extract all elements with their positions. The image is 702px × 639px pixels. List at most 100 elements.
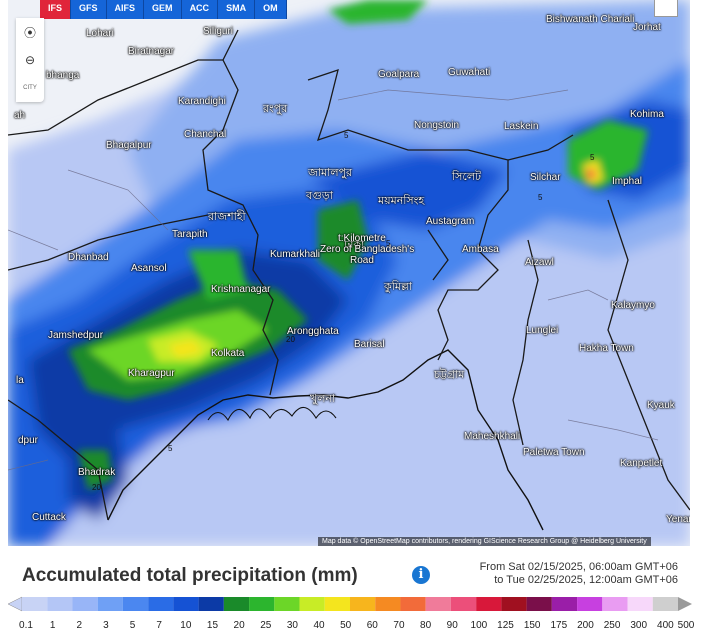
scale-label: 20 bbox=[233, 620, 245, 631]
scale-label: 1 bbox=[49, 620, 56, 631]
city-label: Bishwanath Chariali bbox=[546, 14, 635, 25]
scale-label: 500 bbox=[677, 620, 695, 631]
scale-label: 200 bbox=[577, 620, 594, 631]
scale-label: 90 bbox=[446, 620, 458, 631]
color-scale bbox=[8, 596, 692, 612]
native-city-label: রাজশাহী bbox=[208, 211, 246, 223]
scale-label: 25 bbox=[260, 620, 272, 631]
scale-bin bbox=[198, 597, 224, 611]
city-label: la bbox=[16, 375, 24, 386]
scale-bin bbox=[450, 597, 477, 611]
city-label: Maheshkhali bbox=[464, 431, 521, 442]
native-city-label: ঢাকা bbox=[344, 239, 365, 251]
city-label: Guwahati bbox=[448, 67, 491, 78]
native-city-label: খুলনা bbox=[310, 393, 336, 405]
fullscreen-icon[interactable] bbox=[654, 0, 678, 17]
scale-label: 7 bbox=[156, 620, 162, 631]
city-label: Karandighi bbox=[178, 96, 226, 107]
native-city-label: বগুড়া bbox=[306, 190, 333, 202]
city-label: Lunglei bbox=[526, 325, 559, 336]
city-label: Chanchal bbox=[184, 129, 227, 140]
scale-bin bbox=[72, 597, 98, 611]
scale-bin bbox=[350, 597, 376, 611]
map-pin-icon[interactable]: ⦿ bbox=[23, 25, 36, 40]
scale-bin bbox=[22, 597, 48, 611]
city-label: Kohima bbox=[630, 109, 664, 120]
city-label: Dhanbad bbox=[68, 252, 109, 263]
scale-bin bbox=[652, 597, 678, 611]
city-toggle-button[interactable]: CITY bbox=[16, 74, 44, 102]
city-label: Ambasa bbox=[462, 244, 499, 255]
city-label: Nongstoin bbox=[414, 120, 460, 131]
city-label: Kalaymyo bbox=[611, 300, 655, 311]
city-label: Arongghata bbox=[287, 326, 339, 337]
scale-bin bbox=[173, 597, 199, 611]
city-label: Krishnanagar bbox=[211, 284, 271, 295]
city-label: Kyauk bbox=[647, 400, 675, 411]
scale-label: 250 bbox=[603, 620, 621, 631]
tab-aifs[interactable]: AIFS bbox=[106, 0, 145, 19]
tab-om[interactable]: OM bbox=[255, 0, 287, 19]
info-icon[interactable]: i bbox=[412, 566, 430, 584]
native-city-label: কুমিল্লা bbox=[384, 281, 412, 293]
scale-label: 2 bbox=[76, 620, 83, 631]
contour-label: 5 bbox=[590, 153, 595, 162]
city-label: Kumarkhali bbox=[270, 249, 321, 260]
map-attribution: Map data © OpenStreetMap contributors, r… bbox=[318, 537, 651, 546]
city-label: Tarapith bbox=[172, 229, 208, 240]
city-label: Paletwa Town bbox=[523, 447, 585, 458]
scale-bin bbox=[299, 597, 325, 611]
scale-label: 15 bbox=[206, 620, 219, 631]
contour-label: 5 bbox=[538, 193, 543, 202]
scale-label: 50 bbox=[340, 620, 352, 631]
map-tools: ⦿ ⊖ CITY bbox=[16, 18, 44, 102]
city-label: Asansol bbox=[131, 263, 167, 274]
city-label: Kanpetlet bbox=[620, 458, 663, 469]
scale-label: 10 bbox=[180, 620, 192, 631]
scale-bin bbox=[148, 597, 174, 611]
tab-sma[interactable]: SMA bbox=[218, 0, 256, 19]
scale-label: 100 bbox=[470, 620, 488, 631]
tab-gem[interactable]: GEM bbox=[144, 0, 182, 19]
scale-label: 60 bbox=[366, 620, 378, 631]
city-label: Biratnagar bbox=[128, 46, 175, 57]
city-label: Aizawl bbox=[525, 257, 554, 268]
native-city-label: জামালপুর bbox=[308, 167, 353, 179]
city-label: Cuttack bbox=[32, 512, 66, 523]
zoom-out-icon[interactable]: ⊖ bbox=[24, 53, 36, 67]
city-label: Imphal bbox=[612, 176, 643, 187]
scale-bin bbox=[324, 597, 350, 611]
contour-label: 20 bbox=[92, 483, 101, 492]
scale-bin bbox=[577, 597, 603, 611]
scale-label: 0.1 bbox=[19, 620, 33, 631]
date-range: From Sat 02/15/2025, 06:00am GMT+06 to T… bbox=[480, 561, 678, 587]
scale-label: 400 bbox=[657, 620, 674, 631]
scale-bin bbox=[122, 597, 149, 611]
map-canvas: 5 5 5 20 20 5 5 bbox=[8, 0, 690, 546]
scale-bin bbox=[476, 597, 502, 611]
native-city-label: সিলেট bbox=[452, 171, 482, 183]
scale-bin bbox=[97, 597, 123, 611]
precipitation-map[interactable]: 5 5 5 20 20 5 5 Siliguri Lohari Biratnagar Bishwa… bbox=[8, 0, 690, 546]
scale-bin bbox=[602, 597, 628, 611]
tab-gfs[interactable]: GFS bbox=[71, 0, 107, 19]
tab-acc[interactable]: ACC bbox=[181, 0, 219, 19]
scale-bin bbox=[249, 597, 275, 611]
city-label: Silchar bbox=[530, 172, 561, 183]
city-label: Kolkata bbox=[211, 348, 245, 359]
city-label: Austagram bbox=[426, 216, 475, 227]
city-label: dpur bbox=[18, 435, 39, 446]
tab-ifs[interactable]: IFS bbox=[40, 0, 72, 19]
scale-label: 80 bbox=[420, 620, 432, 631]
scale-bin bbox=[274, 597, 300, 611]
city-label: Lohari bbox=[86, 28, 114, 39]
scale-bin bbox=[551, 597, 578, 611]
city-label: Barisal bbox=[354, 339, 385, 350]
landmark-label: Zero of Bangladesh's bbox=[320, 244, 415, 255]
precip-high bbox=[68, 0, 648, 490]
admin-borders bbox=[8, 29, 690, 521]
city-label: bhanga bbox=[46, 70, 80, 81]
native-city-label: চট্টগ্রাম bbox=[434, 369, 465, 381]
city-label: Goalpara bbox=[378, 69, 420, 80]
city-label: Jamshedpur bbox=[48, 330, 104, 341]
